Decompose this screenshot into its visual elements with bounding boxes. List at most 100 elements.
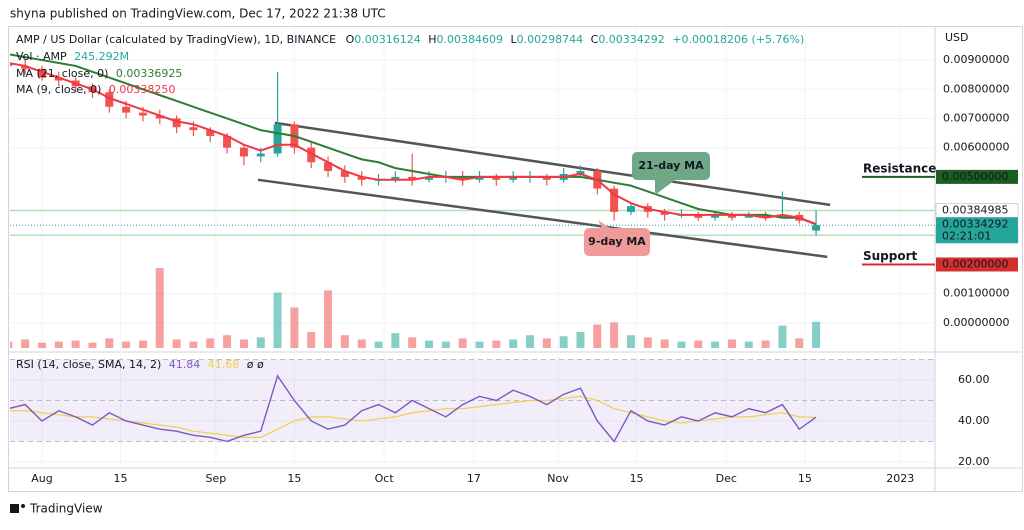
callout-tail [655, 180, 675, 195]
candle-body [542, 176, 551, 180]
ma-value: 0.00336925 [116, 67, 182, 80]
candle-body [307, 147, 316, 163]
candle-body [256, 153, 265, 157]
volume-bar [37, 342, 46, 348]
candle-body [37, 68, 46, 78]
volume-bar [727, 339, 736, 348]
volume-bar [273, 292, 282, 348]
volume-bar [10, 341, 13, 348]
ma-name: MA (9, close, 0) [16, 83, 101, 96]
volume-bar [223, 335, 232, 348]
volume-bar [441, 341, 450, 348]
ohlc-prefix: O [346, 33, 355, 46]
ma-name: MA (21, close, 0) [16, 67, 108, 80]
x-tick-label: 15 [630, 472, 644, 485]
symbol-title: AMP / US Dollar (calculated by TradingVi… [16, 33, 336, 46]
chart-frame [8, 26, 1023, 492]
volume-bar [340, 335, 349, 348]
candle-body [391, 176, 400, 180]
candle-body [324, 162, 333, 172]
candle-body [138, 112, 147, 116]
ma-value: 0.00338250 [109, 83, 175, 96]
moving-average [10, 62, 817, 226]
candle-body [206, 130, 215, 136]
volume-bar [677, 341, 686, 348]
candle-body [223, 136, 232, 148]
candle-body [626, 206, 635, 212]
candle-body [778, 214, 787, 218]
rsi-line [10, 374, 817, 443]
volume-bar [458, 338, 467, 348]
legend-title: AMP / US Dollar (calculated by TradingVi… [16, 33, 804, 46]
volume-bar [509, 339, 518, 348]
volume-bar [324, 290, 333, 348]
brand-name: TradingView [29, 502, 103, 516]
candle-body [660, 211, 669, 215]
volume-bar [391, 333, 400, 348]
price-pane [10, 53, 935, 348]
grid [10, 28, 935, 467]
y-tick-label: 0.00100000 [943, 287, 1009, 300]
volume-bar [492, 340, 501, 348]
candle-body [509, 176, 518, 180]
volume-bar [744, 341, 753, 348]
y-tick-label: 0.00900000 [943, 53, 1009, 66]
legend-ma9: MA (9, close, 0) 0.00338250 [16, 83, 175, 96]
volume-bar [172, 339, 181, 348]
legend-volume: Vol · AMP 245.292M [16, 50, 129, 63]
candle-body [610, 188, 619, 212]
volume-name: Vol · AMP [16, 50, 67, 63]
ohlc-open: 0.00316124 [354, 33, 420, 46]
last-price-tag [936, 217, 1018, 244]
ohlc-low: 0.00298744 [517, 33, 583, 46]
volume-bar [408, 337, 417, 348]
callout-label: 9-day MA [588, 235, 646, 248]
zone-label: Support [863, 249, 918, 263]
y-tick-label: 0.00700000 [943, 111, 1009, 124]
volume-bar [812, 321, 821, 348]
volume-bar [155, 268, 164, 348]
volume-bar [206, 338, 215, 348]
zone-tag [936, 257, 1018, 272]
zone-value: 0.00500000 [942, 170, 1008, 183]
volume-bar [795, 338, 804, 348]
candle-body [54, 77, 63, 81]
candle-body [21, 65, 30, 69]
ohlc-close: 0.00334292 [598, 33, 664, 46]
countdown: 02:21:01 [942, 229, 991, 242]
volume-bar [626, 335, 635, 348]
brand-logo [10, 504, 19, 513]
volume-bar [21, 339, 30, 348]
volume-bar [610, 322, 619, 348]
rsi-name: RSI (14, close, SMA, 14, 2) [16, 358, 161, 371]
candle-body [576, 171, 585, 174]
candle-body [155, 115, 164, 119]
volume-bar [559, 336, 568, 348]
publisher: shyna published on TradingView.com, Dec … [10, 7, 386, 21]
rsi-flags: ø ø [247, 358, 264, 371]
candle-body [239, 147, 248, 157]
volume-bar [374, 341, 383, 348]
last-price-label: 0.00334292 [942, 217, 1008, 230]
x-tick-label: 15 [287, 472, 301, 485]
overlay: Aug 15 Sep 15 Oct 17 Nov 15 Dec 15 2023 0.00900000 0… [31, 53, 1019, 485]
volume-value: 245.292M [74, 50, 129, 63]
volume-bar [138, 340, 147, 348]
candle-body [711, 214, 720, 218]
x-tick-label: Nov [547, 472, 569, 485]
ohlc-prefix: C [591, 33, 599, 46]
rsi-value: 41.84 [169, 358, 201, 371]
y-tick-label: 0.00800000 [943, 82, 1009, 95]
candle-body [761, 214, 770, 218]
y-tick-label: 0.00000000 [943, 316, 1009, 329]
x-tick-label: Sep [206, 472, 227, 485]
zone-tag [936, 169, 1018, 184]
level-label: 0.00384985 [942, 203, 1008, 216]
rsi-pane [10, 359, 935, 443]
rsi-tick-label: 60.00 [958, 373, 990, 386]
zone-label: Resistance [863, 161, 936, 175]
candle-body [694, 214, 703, 218]
volume-bar [711, 341, 720, 348]
ohlc-prefix: L [511, 33, 518, 46]
